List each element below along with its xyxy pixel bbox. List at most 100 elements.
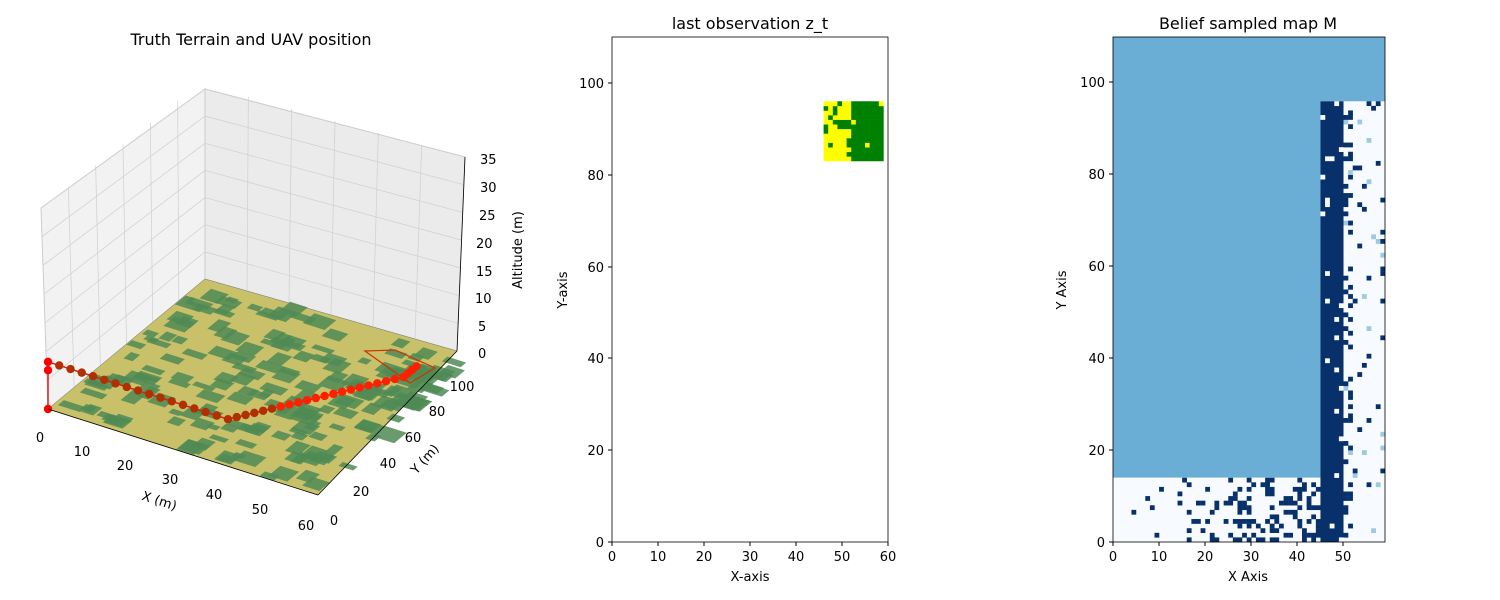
uav-position-point: [178, 400, 188, 410]
z-tick: 35: [480, 153, 497, 168]
belief-cell: [1357, 202, 1363, 208]
observation-cell: [860, 124, 866, 130]
observation-cell: [865, 142, 870, 148]
x-axis-label: X Axis: [1228, 570, 1268, 585]
forest-patch: [142, 329, 160, 338]
belief-cell: [1352, 473, 1358, 478]
x-tick: 20: [1197, 550, 1214, 565]
observation-cell: [823, 156, 829, 162]
observation-cell: [842, 115, 847, 120]
belief-cell: [1361, 362, 1367, 368]
belief-cell: [1366, 101, 1372, 107]
gridline: [330, 120, 336, 316]
belief-cell: [1380, 298, 1386, 304]
belief-cell: [1232, 519, 1238, 524]
belief-cell: [1375, 160, 1381, 166]
belief-cell: [1297, 505, 1303, 511]
belief-cell: [1145, 496, 1151, 501]
belief-cell: [1375, 404, 1381, 410]
observation-cell: [855, 151, 861, 157]
forest-patch: [365, 433, 381, 442]
observation-cell: [874, 101, 880, 107]
forest-patch: [141, 364, 166, 376]
z-tick-labels: 0 5 10 15 20 25 30 35: [475, 153, 497, 362]
belief-cell: [1265, 486, 1270, 492]
observation-cell: [869, 138, 875, 143]
forest-patch: [207, 319, 232, 333]
uav-position-point: [190, 404, 199, 413]
observation-cell: [832, 156, 838, 162]
observation-cell: [823, 119, 829, 125]
observation-cell: [832, 124, 838, 130]
observation-cell: [878, 124, 884, 130]
observation-cell: [846, 133, 852, 139]
belief-cell: [1283, 509, 1289, 515]
forest-patch: [221, 352, 249, 366]
forest-patch: [143, 335, 160, 343]
belief-cell: [1288, 500, 1293, 506]
belief-cell: [1159, 486, 1164, 492]
belief-cell: [1288, 509, 1293, 515]
belief-cell: [1274, 537, 1280, 543]
belief-cell: [1283, 496, 1289, 501]
belief-cell: [1348, 229, 1353, 235]
belief-cell: [1223, 500, 1229, 506]
belief-cell: [1214, 505, 1220, 511]
belief-cell: [1209, 532, 1215, 538]
observation-cell: [828, 115, 834, 120]
forest-patch: [259, 471, 280, 481]
observation-cell: [860, 110, 866, 116]
observation-cell: [828, 101, 834, 107]
uav-trajectory: [43, 357, 421, 424]
forest-patch: [220, 423, 240, 433]
belief-cell: [1348, 142, 1353, 148]
belief-cell: [1338, 537, 1344, 543]
forest-patch: [321, 328, 349, 342]
observation-cell: [865, 151, 870, 157]
uav-position-point: [111, 379, 120, 388]
forest-patch: [322, 444, 344, 457]
forest-patch: [290, 420, 321, 436]
observation-cell: [846, 110, 852, 116]
observation-cell: [832, 147, 838, 153]
belief-cell: [1278, 500, 1284, 506]
uav-position-point: [133, 386, 143, 395]
forest-patch: [249, 421, 272, 434]
observation-cell: [832, 128, 838, 134]
forest-patch: [199, 288, 229, 304]
belief-cell: [1338, 147, 1344, 152]
forest-patch: [271, 368, 301, 384]
x-tick: 20: [696, 550, 713, 565]
observation-cell: [828, 156, 834, 162]
observation-cell: [842, 124, 847, 130]
observation-cell: [855, 138, 861, 143]
belief-cell: [1260, 482, 1266, 488]
forest-patch: [101, 413, 124, 425]
x-tick: 60: [880, 550, 897, 565]
observation-cell: [878, 151, 884, 157]
belief-cell: [1246, 486, 1252, 492]
y-tick: 20: [353, 485, 370, 500]
belief-cell: [1325, 202, 1330, 208]
belief-cell: [1366, 275, 1372, 281]
belief-cell: [1255, 537, 1261, 543]
y-axis-label: Y Axis: [1055, 270, 1070, 310]
observation-cell: [832, 110, 838, 116]
belief-cell: [1209, 509, 1215, 515]
forest-patch: [371, 395, 404, 412]
x-tick: 0: [36, 431, 44, 446]
belief-cell: [1348, 294, 1353, 299]
belief-cell: [1186, 482, 1192, 488]
y-tick: 40: [1088, 352, 1105, 367]
forest-patch: [113, 413, 134, 423]
x-tick: 30: [162, 473, 179, 488]
observation-cell: [837, 115, 843, 120]
uav-position-point: [337, 387, 347, 396]
forest-patch: [293, 407, 325, 422]
belief-cell: [1269, 491, 1275, 497]
observation-cell: [860, 119, 866, 125]
observation-cell: [851, 147, 857, 153]
belief-cell: [1380, 266, 1386, 272]
observation-cell: [869, 101, 875, 107]
uav-position-point: [122, 382, 131, 392]
